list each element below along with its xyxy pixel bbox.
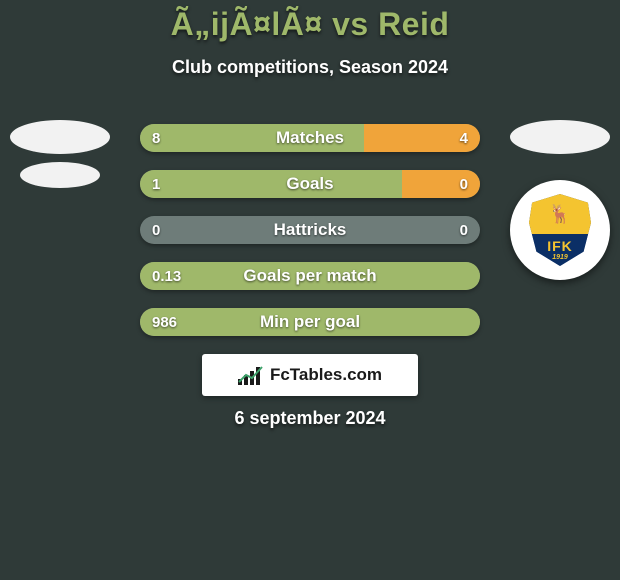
club-badge: 🦌 IFK 1919 xyxy=(510,180,610,280)
watermark-text: FcTables.com xyxy=(270,365,382,385)
comparison-card: Ã„ijÃ¤lÃ¤ vs Reid Club competitions, Sea… xyxy=(0,0,620,580)
stat-row: 10Goals xyxy=(140,170,480,198)
player-left-silhouette xyxy=(0,120,120,280)
date-label: 6 september 2024 xyxy=(0,408,620,429)
page-title: Ã„ijÃ¤lÃ¤ vs Reid xyxy=(0,0,620,43)
player-left-column xyxy=(0,120,120,280)
silhouette-head xyxy=(510,120,610,154)
deer-icon: 🦌 xyxy=(549,205,571,223)
stat-row: 84Matches xyxy=(140,124,480,152)
shield-bottom: IFK 1919 xyxy=(529,234,591,266)
stat-label: Goals xyxy=(140,170,480,198)
watermark-chart-icon xyxy=(238,365,264,385)
stat-label: Min per goal xyxy=(140,308,480,336)
club-abbrev: IFK xyxy=(547,238,573,254)
stat-row: 0.13Goals per match xyxy=(140,262,480,290)
player-right-silhouette xyxy=(500,120,620,180)
stat-bars: 84Matches 10Goals 00Hattricks 0.13Goals per… xyxy=(140,124,480,354)
stat-row: 986Min per goal xyxy=(140,308,480,336)
stat-label: Hattricks xyxy=(140,216,480,244)
watermark: FcTables.com xyxy=(202,354,418,396)
silhouette-body xyxy=(20,162,100,188)
subtitle: Club competitions, Season 2024 xyxy=(0,57,620,78)
silhouette-head xyxy=(10,120,110,154)
stat-row: 00Hattricks xyxy=(140,216,480,244)
player-right-column: 🦌 IFK 1919 xyxy=(500,120,620,280)
stat-label: Goals per match xyxy=(140,262,480,290)
shield-top: 🦌 xyxy=(529,194,591,234)
stat-label: Matches xyxy=(140,124,480,152)
club-year: 1919 xyxy=(552,254,568,261)
club-shield: 🦌 IFK 1919 xyxy=(529,194,591,266)
